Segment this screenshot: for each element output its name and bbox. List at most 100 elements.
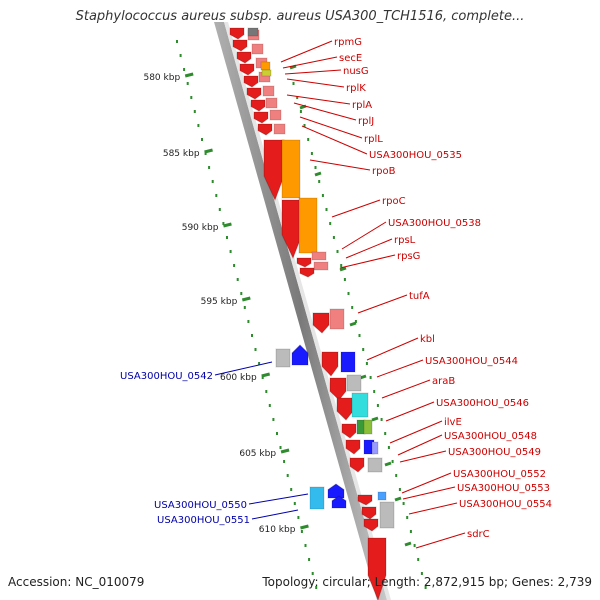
guide-dot-left <box>304 544 307 547</box>
guide-dot-right <box>380 418 383 421</box>
guide-dot-right <box>384 432 387 435</box>
gene-label-leader <box>415 532 466 549</box>
gene-label-rpob[interactable]: rpoB <box>372 166 396 177</box>
scale-tick <box>280 448 290 454</box>
scale-tick-minor <box>289 64 297 70</box>
guide-dot-right <box>362 348 365 351</box>
gene-label-leader <box>248 493 309 505</box>
gene-label-tufa[interactable]: tufA <box>409 291 430 302</box>
gene-label-leader <box>280 40 333 63</box>
gene-label-leader <box>301 125 368 155</box>
guide-dot-right <box>303 124 306 127</box>
gene-arrow-small <box>349 457 365 473</box>
gene-label-kbl[interactable]: kbl <box>420 334 435 345</box>
guide-dot-left <box>233 264 236 267</box>
guide-dot-left <box>283 460 286 463</box>
gene-0542 <box>291 344 309 366</box>
gene-box-small <box>260 61 271 71</box>
gene-label-usa300hou_0542[interactable]: USA300HOU_0542 <box>120 371 213 382</box>
gene-label-usa300hou_0554[interactable]: USA300HOU_0554 <box>459 499 552 510</box>
gene-label-rplk[interactable]: rplK <box>346 83 366 94</box>
gene-label-arab[interactable]: araB <box>432 376 455 387</box>
guide-dot-left <box>265 390 268 393</box>
gene-label-usa300hou_0552[interactable]: USA300HOU_0552 <box>453 469 546 480</box>
guide-dot-left <box>183 68 186 71</box>
guide-dot-left <box>272 418 275 421</box>
gene-box-gray <box>346 374 362 392</box>
guide-dot-left <box>222 222 225 225</box>
gene-box-gray <box>379 501 395 529</box>
gene-label-usa300hou_0548[interactable]: USA300HOU_0548 <box>444 431 537 442</box>
gene-box-small <box>273 123 286 135</box>
scale-tick-minor <box>394 496 402 502</box>
gene-box-small <box>269 109 282 121</box>
gene-label-sdrc[interactable]: sdrC <box>467 529 490 540</box>
guide-dot-right <box>417 558 420 561</box>
gene-label-leader <box>385 401 435 422</box>
gene-label-usa300hou_0551[interactable]: USA300HOU_0551 <box>157 515 250 526</box>
gene-label-usa300hou_0549[interactable]: USA300HOU_0549 <box>448 447 541 458</box>
gene-label-rpsl[interactable]: rpsL <box>394 235 416 246</box>
gene-label-usa300hou_0538[interactable]: USA300HOU_0538 <box>388 218 481 229</box>
gene-label-rpmg[interactable]: rpmG <box>334 37 362 48</box>
gene-label-rpoc[interactable]: rpoC <box>382 196 406 207</box>
gene-label-leader <box>345 238 393 259</box>
guide-dot-left <box>261 376 264 379</box>
guide-dot-right <box>343 278 346 281</box>
gene-label-usa300hou_0544[interactable]: USA300HOU_0544 <box>425 356 518 367</box>
scale-tick <box>300 524 309 530</box>
scale-tick-label: 600 kbp <box>220 373 257 383</box>
guide-dot-right <box>340 264 343 267</box>
guide-dot-left <box>300 530 303 533</box>
gene-label-leader <box>331 199 381 218</box>
guide-dot-right <box>424 586 427 589</box>
guide-dot-left <box>286 474 289 477</box>
gene-label-leader <box>402 486 456 500</box>
guide-dot-right <box>318 180 321 183</box>
gene-label-usa300hou_0550[interactable]: USA300HOU_0550 <box>154 500 247 511</box>
genome-backbone <box>214 22 387 600</box>
gene-label-usa300hou_0535[interactable]: USA300HOU_0535 <box>369 150 462 161</box>
guide-dot-right <box>336 250 339 253</box>
gene-label-rpll[interactable]: rplL <box>364 134 383 145</box>
guide-dot-left <box>254 348 257 351</box>
gene-0546-comp <box>351 392 369 418</box>
gene-kbl <box>321 351 339 377</box>
gene-label-rpla[interactable]: rplA <box>352 100 372 111</box>
guide-dot-left <box>201 138 203 141</box>
gene-label-rpsg[interactable]: rpsG <box>397 251 420 262</box>
guide-dot-left <box>197 124 200 127</box>
gene-rpoC <box>281 199 303 260</box>
guide-dot-left <box>247 320 250 323</box>
guide-dot-right <box>369 376 372 379</box>
guide-dot-left <box>176 40 178 43</box>
guide-dot-left <box>276 432 278 435</box>
gene-box-small <box>251 43 264 55</box>
gene-label-nusg[interactable]: nusG <box>343 66 369 77</box>
gene-arrow-small <box>232 39 248 52</box>
scale-tick <box>223 222 232 228</box>
scale-tick-minor <box>384 461 392 467</box>
accession-text: Accession: NC_010079 <box>8 575 145 589</box>
gene-label-rplj[interactable]: rplJ <box>358 116 374 127</box>
gene-label-sece[interactable]: secE <box>339 53 362 64</box>
gene-label-leader <box>381 379 431 399</box>
scale-tick-label: 610 kbp <box>259 525 296 535</box>
guide-dot-right <box>310 152 313 155</box>
gene-tufA-comp <box>329 308 345 330</box>
guide-dot-right <box>299 110 302 113</box>
gene-label-usa300hou_0546[interactable]: USA300HOU_0546 <box>436 398 529 409</box>
guide-dot-left <box>315 586 318 589</box>
gene-label-ilve[interactable]: ilvE <box>444 417 462 428</box>
gene-label-leader <box>339 254 396 269</box>
gene-label-leader <box>251 509 299 520</box>
guide-dot-left <box>308 558 311 561</box>
gene-label-leader <box>286 94 351 105</box>
gene-label-usa300hou_0553[interactable]: USA300HOU_0553 <box>457 483 550 494</box>
guide-dot-left <box>226 236 228 239</box>
gene-rpoB-comp <box>281 139 301 199</box>
gene-tufA <box>312 312 330 334</box>
guide-dot-right <box>307 138 310 141</box>
scale-tick-label: 585 kbp <box>163 149 200 159</box>
